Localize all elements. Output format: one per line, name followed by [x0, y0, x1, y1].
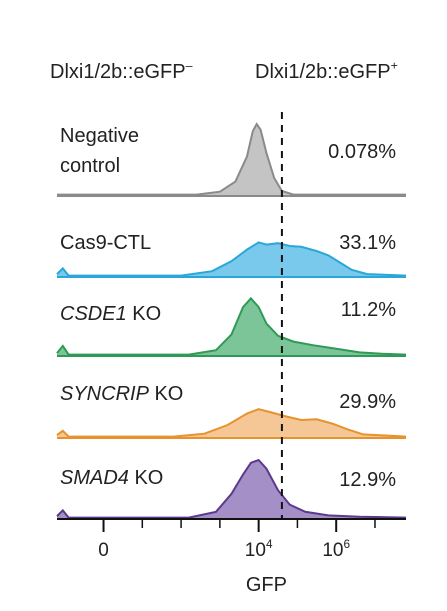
x-axis-label: GFP — [246, 574, 287, 596]
histogram-outline — [56, 296, 407, 356]
histogram-fill — [57, 242, 406, 277]
percent-positive: 0.078% — [328, 141, 396, 163]
sample-label: SMAD4 KO — [60, 467, 163, 489]
x-tick-label: 0 — [98, 540, 109, 561]
histogram-outline — [56, 408, 407, 438]
x-tick-label: 104 — [245, 538, 273, 561]
histogram-row: SYNCRIP KO 29.9% — [56, 383, 407, 439]
sample-label: Negative — [60, 125, 139, 147]
sample-label: Cas9-CTL — [60, 232, 151, 254]
header-negative: Dlxi1/2b::eGFP– — [50, 59, 193, 83]
histogram-outline — [56, 458, 407, 519]
sample-label: control — [60, 155, 120, 177]
histogram-outline — [57, 122, 406, 196]
percent-positive: 33.1% — [339, 232, 396, 254]
percent-positive: 11.2% — [341, 299, 396, 321]
x-tick-label: 106 — [322, 538, 350, 561]
histogram-fill — [57, 460, 406, 519]
histogram-row: SMAD4 KO 12.9% — [56, 458, 407, 520]
histogram-row: Cas9-CTL 33.1% — [56, 232, 407, 278]
histogram-outline — [56, 241, 407, 277]
histogram-row: Negative control 0.078% — [57, 122, 406, 197]
percent-positive: 29.9% — [339, 391, 396, 413]
histogram-fill — [57, 298, 406, 356]
percent-positive: 12.9% — [339, 469, 396, 491]
histogram-row: CSDE1 KO 11.2% — [56, 296, 407, 357]
sample-label: SYNCRIP KO — [60, 383, 183, 405]
header-positive: Dlxi1/2b::eGFP+ — [255, 59, 398, 83]
sample-label: CSDE1 KO — [60, 303, 161, 325]
